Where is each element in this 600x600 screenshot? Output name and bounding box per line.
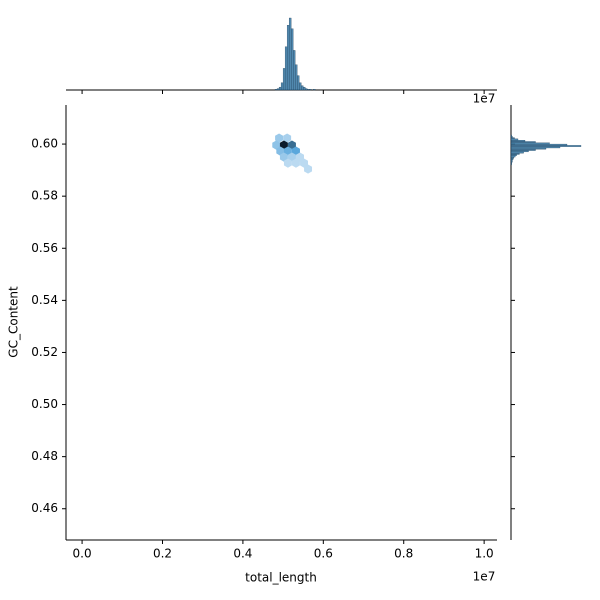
x-hist-bar: [307, 89, 310, 91]
x-tick-label: 0.2: [153, 547, 172, 561]
x-hist-bar: [309, 89, 312, 91]
x-tick-label: 0.6: [314, 547, 333, 561]
x-hist-bar: [297, 75, 300, 91]
y-hist-bar: [510, 162, 512, 164]
x-offset-label: 1e7: [473, 570, 496, 584]
y-hist-bar: [510, 145, 582, 147]
x-hist-bar: [278, 86, 282, 91]
y-hist-bar: [510, 153, 520, 155]
y-tick-label: 0.46: [31, 501, 58, 515]
x-hist-bar: [284, 46, 288, 91]
y-tick-label: 0.48: [31, 449, 58, 463]
hexbin: [275, 133, 284, 143]
x-hist-bar: [301, 85, 304, 91]
hexbin: [291, 146, 300, 156]
y-hist-bar: [510, 155, 516, 158]
y-hist-bar: [510, 143, 568, 146]
hexbin: [272, 140, 281, 150]
x-hist-bar: [274, 89, 278, 91]
y-hist-bar: [510, 138, 519, 141]
x-hist-bar: [313, 89, 316, 91]
y-hist-bar: [510, 137, 515, 140]
y-hist-bar: [510, 136, 513, 138]
y-hist-bar: [510, 150, 529, 153]
hexbin: [287, 140, 296, 150]
y-axis-label: GC_Content: [7, 286, 21, 358]
y-tick-label: 0.58: [31, 189, 58, 203]
y-hist-bar: [510, 159, 513, 162]
hexbin: [279, 140, 288, 150]
y-tick-label: 0.50: [31, 397, 58, 411]
y-tick-label: 0.60: [31, 137, 58, 151]
y-hist-bar: [510, 160, 513, 163]
y-hist-bar: [510, 156, 514, 159]
hexbin: [279, 152, 288, 162]
y-hist-bar: [510, 158, 514, 160]
x-hist-bar: [282, 68, 286, 91]
x-hist-bar: [299, 82, 302, 91]
x-offset-label: 1e7: [473, 92, 496, 106]
x-tick-label: 0.8: [394, 547, 413, 561]
x-hist-bar: [280, 82, 284, 91]
y-hist-bar: [510, 134, 512, 137]
y-hist-bar: [510, 154, 517, 156]
x-hist-bar: [303, 86, 306, 91]
x-axis-label: total_length: [245, 571, 317, 585]
x-hist-bar: [295, 64, 298, 91]
y-tick-label: 0.52: [31, 345, 58, 359]
x-hist-bar: [288, 17, 292, 91]
hexbin: [304, 164, 313, 174]
x-hist-bar: [293, 50, 296, 91]
y-hist-bar: [510, 149, 536, 151]
x-hist-bar: [286, 25, 290, 91]
y-hist-bar: [510, 151, 524, 154]
y-hist-bar: [510, 147, 547, 150]
hexbin: [296, 152, 304, 162]
hexbin: [291, 158, 300, 168]
hexbin: [283, 146, 292, 156]
hexbin: [287, 152, 296, 162]
x-tick-label: 1.0: [475, 547, 494, 561]
y-hist-bar: [510, 141, 536, 143]
x-hist-bar: [305, 88, 308, 91]
y-tick-label: 0.56: [31, 241, 58, 255]
hexbin: [300, 158, 308, 168]
x-tick-label: 0.4: [233, 547, 252, 561]
y-hist-bar: [510, 140, 526, 142]
y-tick-label: 0.54: [31, 293, 58, 307]
x-hist-bar: [290, 28, 294, 91]
y-hist-bar: [510, 146, 561, 149]
hexbin: [283, 133, 292, 143]
hexbin: [283, 158, 292, 168]
y-hist-bar: [510, 163, 512, 166]
y-hist-bar: [510, 142, 550, 145]
x-hist-bar: [276, 88, 280, 91]
x-tick-label: 0.0: [73, 547, 92, 561]
hexbin: [276, 146, 285, 156]
